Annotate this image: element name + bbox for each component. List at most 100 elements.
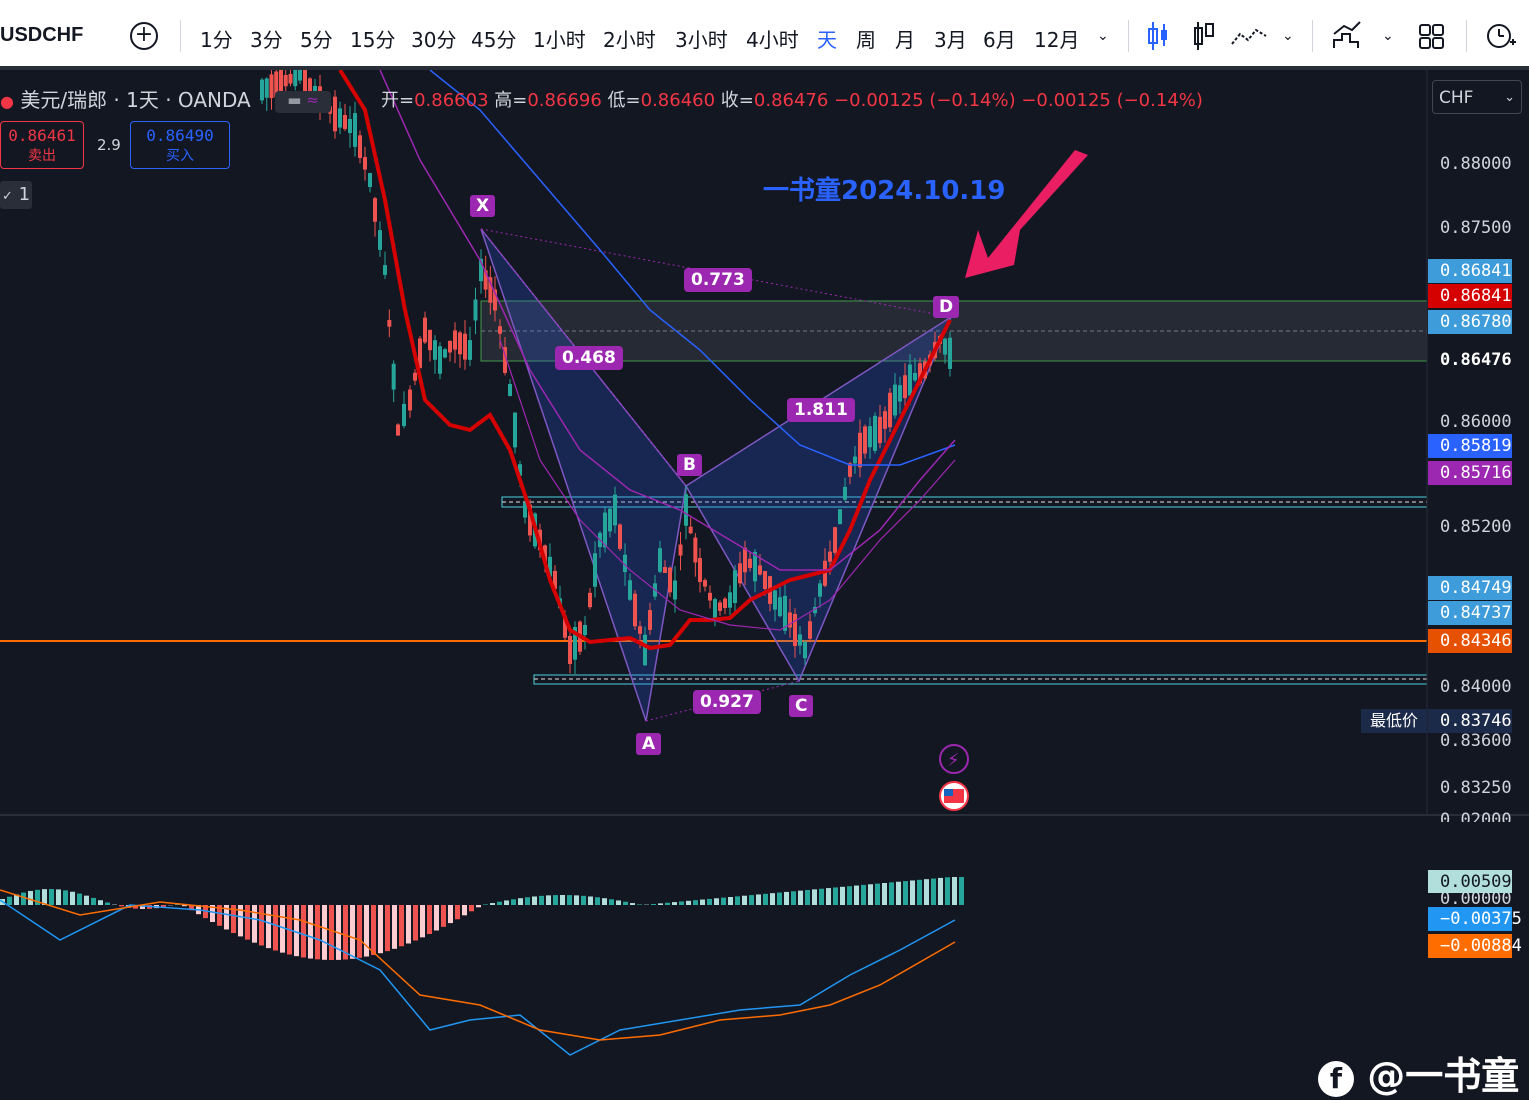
legend-title: 美元/瑞郎 · 1天 · OANDA bbox=[20, 88, 250, 112]
macd-bar bbox=[672, 902, 677, 905]
interval-14[interactable]: 6月 bbox=[983, 24, 1016, 53]
price-tag: 0.84737 bbox=[1428, 601, 1512, 625]
facebook-icon: f bbox=[1318, 1061, 1354, 1097]
macd-histogram bbox=[0, 877, 964, 960]
candle-body bbox=[588, 593, 592, 607]
macd-bar bbox=[98, 900, 103, 905]
symbol-search[interactable]: USDCHF bbox=[0, 24, 83, 47]
chart-pane[interactable]: ⚡ ● 美元/瑞郎 · 1天 · OANDA ▬ ≈ 开=0.86603 高=0… bbox=[0, 70, 1529, 1061]
candle-body bbox=[433, 340, 437, 360]
currency-select[interactable]: CHF⌄ bbox=[1432, 80, 1522, 114]
interval-12[interactable]: 月 bbox=[895, 24, 915, 53]
macd-bar bbox=[952, 877, 957, 905]
interval-7[interactable]: 2小时 bbox=[603, 24, 656, 53]
macd-bar bbox=[819, 889, 824, 905]
macd-bar bbox=[504, 900, 509, 905]
interval-0[interactable]: 1分 bbox=[200, 24, 233, 53]
symbol-legend[interactable]: ● 美元/瑞郎 · 1天 · OANDA ▬ ≈ bbox=[0, 84, 331, 113]
interval-4[interactable]: 30分 bbox=[411, 24, 456, 53]
macd-bar bbox=[364, 905, 369, 957]
macd-bar bbox=[553, 895, 558, 905]
interval-1[interactable]: 3分 bbox=[250, 24, 283, 53]
interval-5[interactable]: 45分 bbox=[471, 24, 516, 53]
candle-body bbox=[513, 413, 517, 448]
price-tag: 0.86841 bbox=[1428, 284, 1512, 308]
candle-body bbox=[853, 457, 857, 464]
candle-body bbox=[448, 341, 452, 353]
macd-bar bbox=[840, 887, 845, 905]
candle-body bbox=[728, 592, 732, 607]
macd-bar bbox=[595, 897, 600, 905]
macd-bar bbox=[539, 896, 544, 905]
ratio-ac: 0.927 bbox=[693, 690, 761, 714]
alert-clock-icon[interactable] bbox=[1485, 20, 1517, 52]
macd-tag: 0.00000 bbox=[1428, 893, 1512, 905]
chevron-down-icon[interactable]: ⌄ bbox=[1382, 28, 1394, 60]
candle-body bbox=[333, 97, 337, 132]
bar-chart-type-icon[interactable] bbox=[1192, 20, 1216, 52]
candle-body bbox=[868, 426, 872, 447]
interval-6[interactable]: 1小时 bbox=[533, 24, 586, 53]
candle-body bbox=[738, 563, 742, 583]
macd-bar bbox=[294, 905, 299, 956]
interval-11[interactable]: 周 bbox=[856, 24, 876, 53]
price-chart-canvas[interactable]: ⚡ bbox=[0, 70, 1529, 1061]
interval-8[interactable]: 3小时 bbox=[675, 24, 728, 53]
candles-icon[interactable] bbox=[1146, 20, 1170, 52]
candle-body bbox=[408, 390, 412, 411]
layout-grid-icon[interactable] bbox=[1418, 20, 1446, 52]
legend-toggle-icon[interactable]: ▬ ≈ bbox=[275, 91, 331, 113]
candle-body bbox=[818, 583, 822, 596]
indicators-collapse-toggle[interactable]: ✓ 1 bbox=[0, 181, 32, 209]
price-axis-tick: 0.84000 bbox=[1440, 677, 1512, 697]
candle-body bbox=[693, 538, 697, 563]
candle-body bbox=[396, 424, 400, 435]
macd-bar bbox=[567, 895, 572, 905]
macd-bar bbox=[532, 896, 537, 905]
candle-body bbox=[684, 494, 688, 525]
macd-bar bbox=[833, 887, 838, 905]
candle-body bbox=[383, 265, 387, 275]
candle-body bbox=[428, 330, 432, 350]
macd-bar bbox=[623, 902, 628, 905]
macd-bar bbox=[749, 895, 754, 905]
candle-body bbox=[703, 580, 707, 586]
interval-13[interactable]: 3月 bbox=[934, 24, 967, 53]
candle-body bbox=[863, 426, 867, 453]
macd-bar bbox=[469, 905, 474, 911]
interval-10[interactable]: 天 bbox=[817, 24, 837, 53]
lowest-price-tag: 0.83746 bbox=[1428, 709, 1512, 733]
price-tag: 0.85819 bbox=[1428, 434, 1512, 458]
candle-body bbox=[438, 346, 442, 374]
macd-bar bbox=[791, 891, 796, 905]
compare-icon[interactable] bbox=[1330, 20, 1362, 52]
candle-body bbox=[773, 590, 777, 609]
candle-body bbox=[708, 593, 712, 601]
macd-bar bbox=[630, 903, 635, 905]
macd-bar bbox=[119, 905, 124, 906]
chevron-down-icon[interactable]: ⌄ bbox=[1282, 28, 1294, 60]
interval-9[interactable]: 4小时 bbox=[746, 24, 799, 53]
macd-bar bbox=[637, 904, 642, 905]
candle-body bbox=[798, 634, 802, 645]
candle-body bbox=[679, 544, 683, 555]
interval-3[interactable]: 15分 bbox=[350, 24, 395, 53]
indicators-icon[interactable] bbox=[1230, 20, 1270, 52]
candle-body bbox=[673, 581, 677, 600]
price-axis-tick: 0.86000 bbox=[1440, 412, 1512, 432]
interval-more-icon[interactable]: ⌄ bbox=[1097, 28, 1109, 60]
candle-body bbox=[689, 527, 693, 534]
macd-bar bbox=[77, 894, 82, 905]
toolbar-divider bbox=[1466, 20, 1467, 52]
macd-bar bbox=[49, 889, 54, 905]
candle-body bbox=[838, 509, 842, 524]
macd-bar bbox=[511, 899, 516, 905]
toolbar-divider bbox=[1312, 20, 1313, 52]
pattern-point-c: C bbox=[789, 695, 813, 717]
macd-bar bbox=[854, 886, 859, 905]
add-symbol-button[interactable]: + bbox=[130, 22, 158, 50]
interval-15[interactable]: 12月 bbox=[1034, 24, 1079, 53]
interval-2[interactable]: 5分 bbox=[300, 24, 333, 53]
